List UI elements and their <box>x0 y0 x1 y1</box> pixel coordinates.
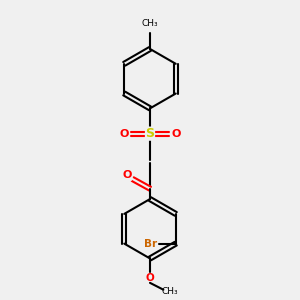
Text: O: O <box>119 129 129 139</box>
Text: CH₃: CH₃ <box>142 19 158 28</box>
Text: O: O <box>171 129 181 139</box>
Text: S: S <box>146 127 154 140</box>
Text: CH₃: CH₃ <box>161 287 178 296</box>
Text: Br: Br <box>144 238 157 249</box>
Text: O: O <box>146 273 154 283</box>
Text: O: O <box>122 170 131 180</box>
